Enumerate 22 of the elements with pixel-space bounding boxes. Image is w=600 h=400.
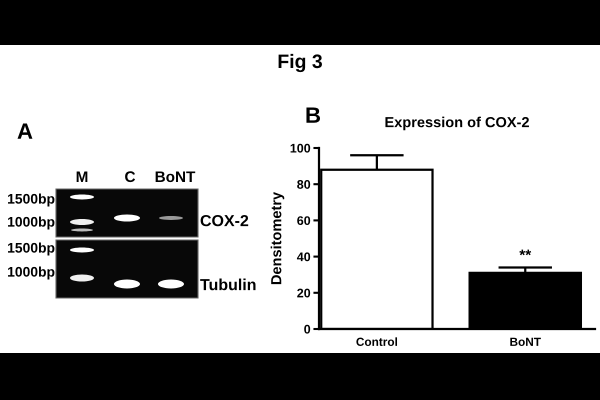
y-tick-label: 0 — [304, 324, 310, 334]
y-tick-label: 80 — [297, 180, 310, 189]
caption: Fig 3 — [278, 54, 322, 72]
text: M — [76, 171, 88, 182]
text: 1500bp — [8, 242, 54, 256]
y-tick-label: 40 — [296, 252, 310, 262]
text: COX-2 — [200, 214, 248, 226]
y-tick-label: 20 — [297, 288, 310, 298]
text: A — [18, 123, 32, 139]
text: BoNT — [156, 171, 196, 182]
text: 1000bp — [8, 266, 54, 280]
text: Tubulin — [200, 278, 256, 290]
text: 1000bp — [8, 216, 54, 230]
x-tick-label: Control — [356, 337, 398, 346]
text: B — [306, 107, 320, 123]
y-tick-label: 100 — [290, 144, 310, 153]
y-axis-title: Densitometry — [270, 192, 284, 284]
text: C — [125, 171, 136, 182]
annotation: ** — [519, 250, 532, 256]
y-tick-label: 60 — [297, 216, 310, 226]
chart-title: Expression of COX-2 — [385, 116, 529, 130]
text: 1500bp — [8, 194, 54, 206]
